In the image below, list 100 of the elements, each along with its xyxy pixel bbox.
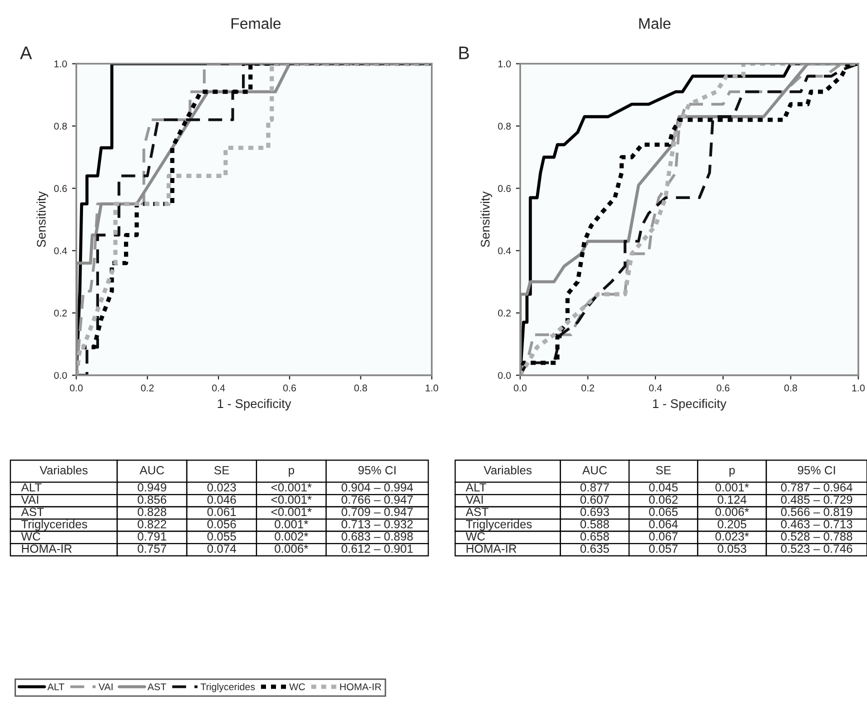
text: 0.055 (207, 532, 236, 541)
y-tick-label: 0.0 (54, 372, 67, 379)
x-tick-label: 0.4 (212, 384, 225, 392)
x-tick-label: 0.4 (649, 384, 662, 392)
x-axis-title: 1 - Specificity (653, 398, 726, 411)
text: 0.056 (207, 520, 236, 528)
text: 0.001* (274, 520, 308, 528)
text: 0.046 (207, 495, 236, 504)
text: ALT (21, 483, 42, 492)
legend-label: ALT (47, 683, 64, 690)
text: 0.074 (207, 544, 236, 553)
text: AST (466, 508, 488, 516)
x-tick-label: 0.8 (784, 384, 798, 392)
text: HOMA-IR (466, 544, 516, 553)
category-label: SE (656, 466, 671, 474)
y-axis-title: Sensitivity (36, 191, 48, 248)
text: <0.001* (271, 495, 312, 504)
x-tick-label: 0.0 (70, 384, 83, 392)
category-label: SE (214, 466, 230, 474)
text: 0.053 (718, 544, 746, 553)
text: B (459, 46, 469, 60)
y-tick-label: 0.0 (498, 372, 511, 379)
text: VAI (466, 496, 483, 504)
legend-label: AST (147, 683, 166, 690)
text: 0.023 (207, 483, 236, 492)
text: 0.045 (649, 483, 678, 492)
text: 0.949 (138, 483, 166, 492)
legend-label: VAI (98, 683, 113, 690)
y-tick-label: 1.0 (54, 60, 67, 68)
text: AST (21, 508, 44, 516)
x-tick-label: 0.2 (141, 384, 154, 392)
x-tick-label: 0.2 (581, 384, 594, 392)
y-tick-label: 0.6 (54, 185, 67, 192)
chart-title: Female (232, 18, 281, 29)
y-tick-label: 0.2 (498, 310, 511, 317)
text: 0.787 – 0.964 (781, 483, 852, 492)
text: 0.062 (649, 495, 678, 504)
text: 0.566 – 0.819 (781, 508, 852, 516)
text: VAI (21, 496, 38, 504)
legend-label: HOMA-IR (340, 683, 382, 690)
text: 0.683 – 0.898 (342, 532, 413, 541)
x-tick-label: 0.0 (514, 384, 527, 392)
text: 0.528 – 0.788 (781, 532, 852, 541)
text: 0.757 (138, 544, 166, 553)
category-label: 95% CI (798, 466, 835, 474)
text: Triglycerides (466, 520, 532, 531)
category-label: AUC (140, 466, 164, 474)
text: 0.822 (138, 520, 166, 528)
y-axis-title: Sensitivity (480, 191, 492, 248)
text: 0.463 – 0.713 (781, 520, 852, 528)
text: 0.856 (138, 495, 166, 504)
text: 0.023* (715, 532, 749, 541)
text: <0.001* (271, 508, 312, 516)
y-tick-label: 0.2 (54, 310, 67, 317)
category-label: p (288, 468, 294, 477)
category-label: Variables (40, 466, 88, 474)
text: 0.607 (580, 495, 609, 504)
text: 0.904 – 0.994 (342, 483, 413, 492)
text: HOMA-IR (22, 544, 72, 553)
text: 0.588 (580, 520, 609, 528)
y-tick-label: 1.0 (498, 60, 511, 68)
y-tick-label: 0.6 (498, 185, 511, 192)
x-tick-label: 0.6 (716, 384, 730, 392)
legend-label: WC (289, 683, 305, 690)
text: 0.067 (649, 532, 678, 541)
text: 0.065 (649, 508, 678, 516)
text: 0.828 (138, 508, 166, 516)
text: 0.635 (580, 544, 610, 553)
text: WC (466, 532, 485, 541)
category-label: p (729, 468, 735, 477)
text: ALT (466, 483, 486, 492)
text: 0.612 – 0.901 (342, 544, 413, 553)
text: A (20, 46, 32, 60)
text: 0.709 – 0.947 (342, 508, 413, 516)
text: Triglycerides (21, 520, 88, 531)
text: 0.713 – 0.932 (342, 520, 413, 528)
text: 0.064 (649, 520, 678, 528)
category-label: AUC (582, 466, 607, 474)
text: 0.006* (715, 508, 749, 516)
text: <0.001* (271, 483, 312, 492)
text: 0.523 – 0.746 (781, 544, 852, 553)
x-axis-title: 1 - Specificity (218, 398, 292, 411)
chart-title: Male (639, 18, 670, 29)
x-tick-label: 0.6 (283, 384, 296, 392)
category-label: Variables (484, 466, 532, 474)
text: 0.006* (274, 544, 308, 553)
text: 0.791 (138, 532, 166, 541)
text: 0.205 (718, 520, 746, 528)
text: WC (21, 532, 40, 541)
x-tick-label: 1.0 (852, 384, 865, 392)
x-tick-label: 1.0 (426, 384, 438, 392)
text: 0.693 (580, 508, 609, 516)
text: 0.766 – 0.947 (342, 495, 413, 504)
y-tick-label: 0.8 (498, 122, 511, 130)
text: 0.001* (715, 483, 749, 492)
legend-label: Triglycerides (200, 683, 255, 692)
y-tick-label: 0.8 (54, 122, 67, 130)
text: 0.002* (274, 532, 308, 541)
y-tick-label: 0.4 (54, 247, 67, 254)
text: 0.061 (207, 508, 236, 516)
